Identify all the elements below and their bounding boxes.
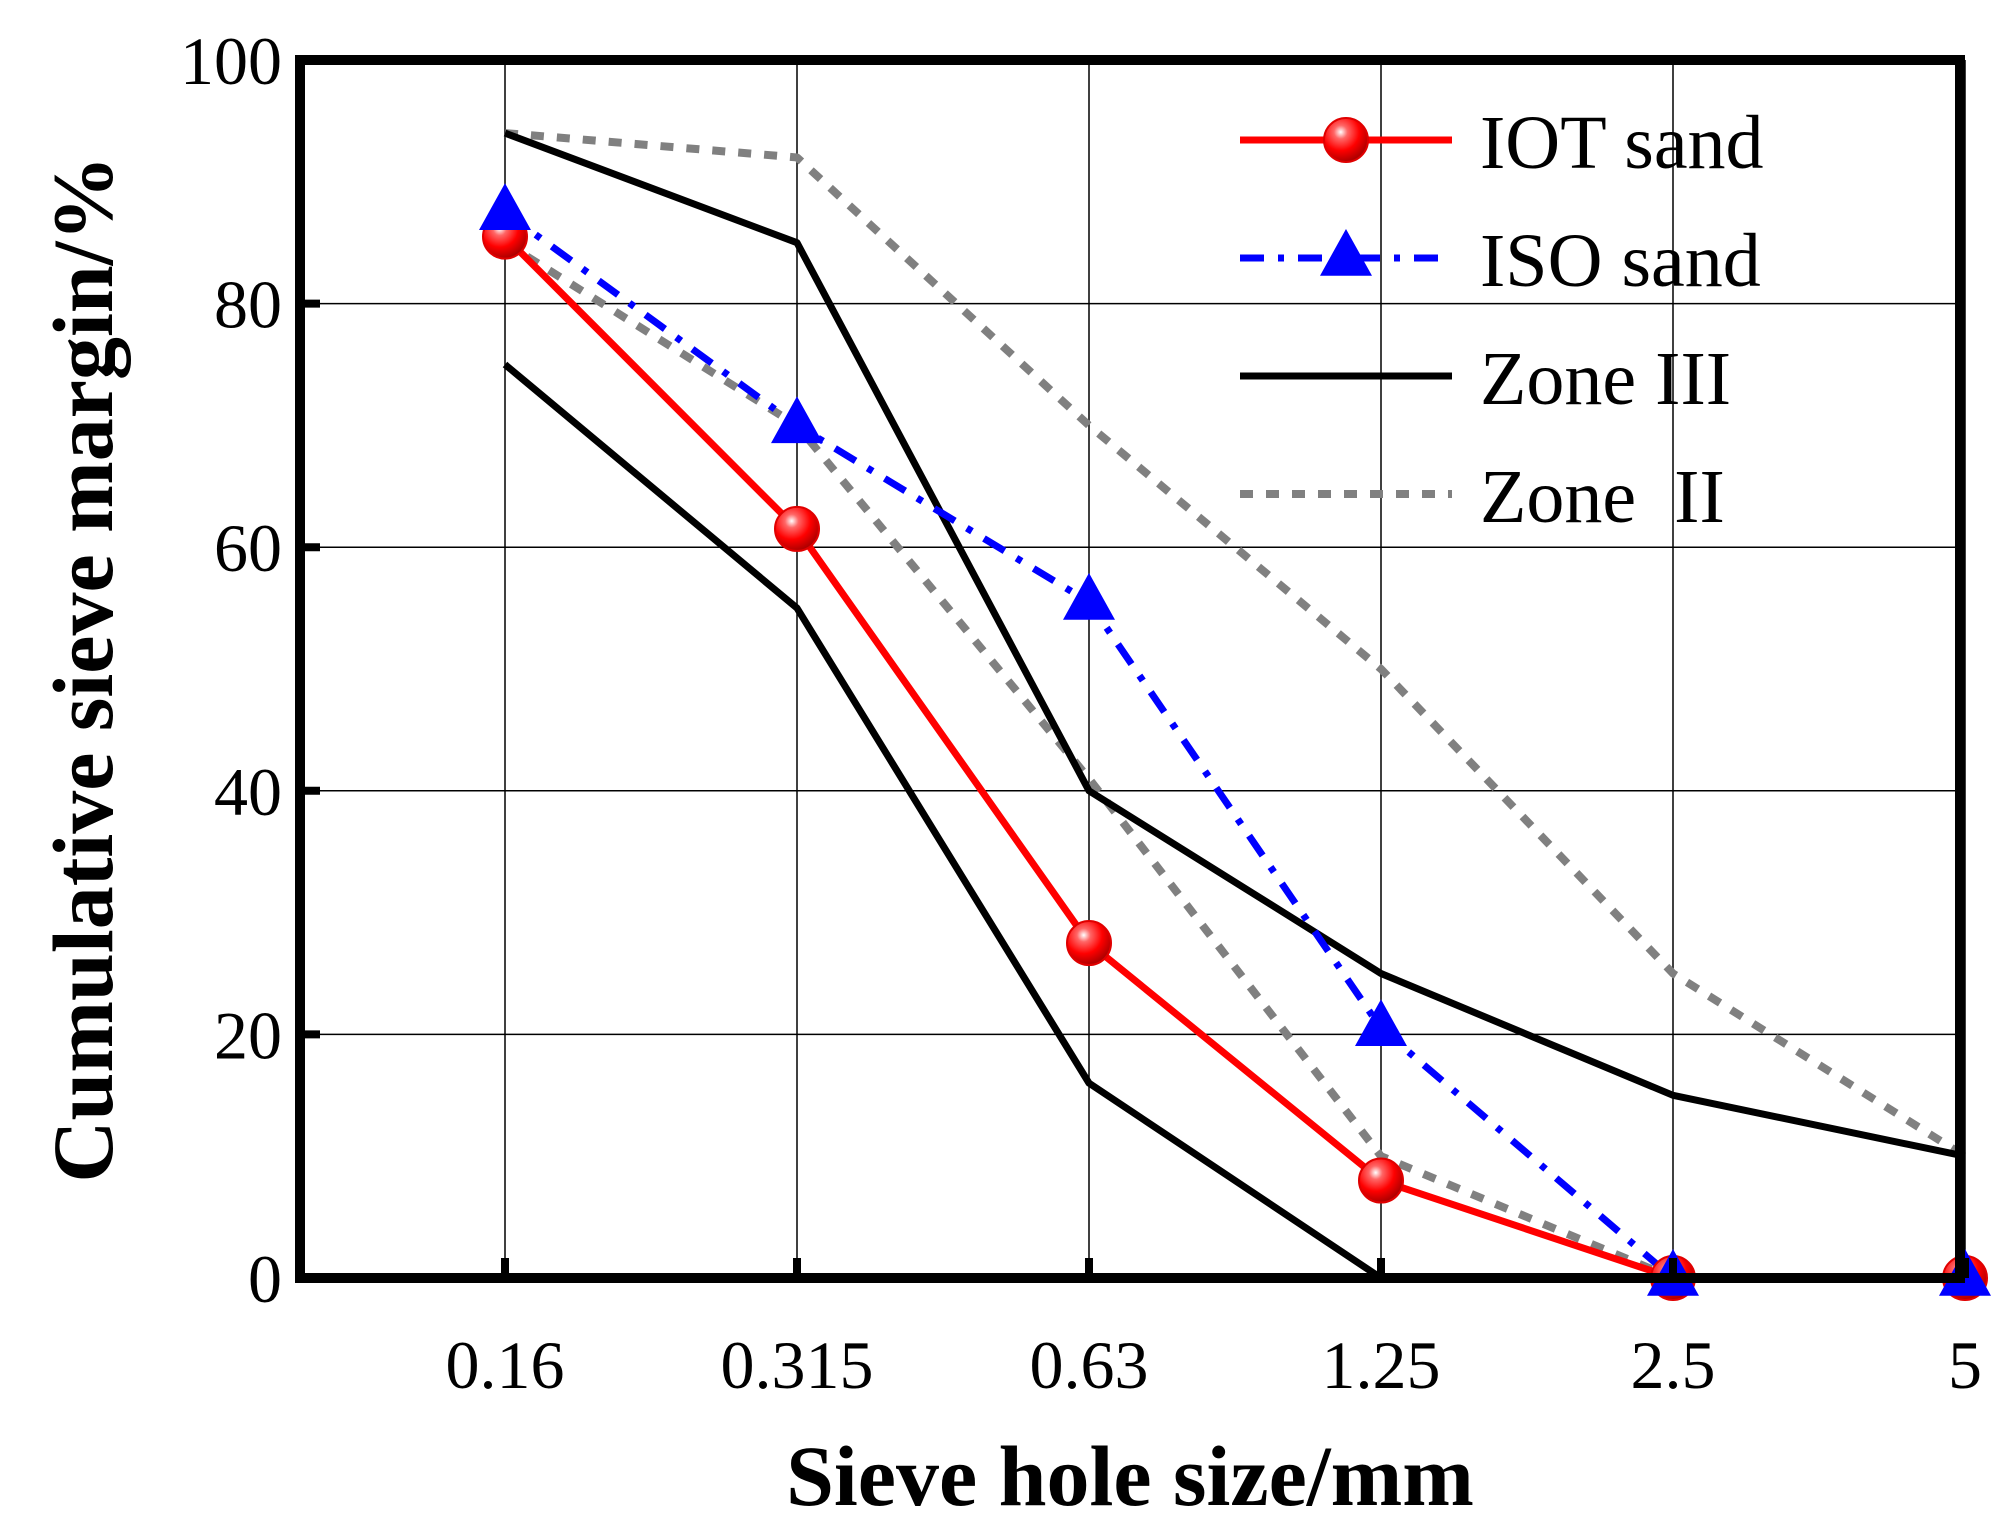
data-point-iot-sand bbox=[1358, 1157, 1404, 1204]
x-tick-label: 5 bbox=[1948, 1327, 1982, 1403]
data-point-iot-sand bbox=[774, 505, 820, 552]
y-tick-label: 100 bbox=[180, 23, 282, 99]
y-tick-label: 0 bbox=[248, 1241, 282, 1317]
series-line-iot-sand bbox=[502, 234, 1965, 1282]
legend-label-iso-sand: ISO sand bbox=[1480, 219, 1761, 303]
y-tick-label: 60 bbox=[214, 510, 282, 586]
x-axis-title: Sieve hole size/mm bbox=[786, 1428, 1474, 1524]
plot-frame bbox=[295, 55, 1965, 1283]
series-line-zone-ii-lower bbox=[502, 239, 1965, 1282]
data-point-iso-sand bbox=[1063, 572, 1115, 620]
series-line-zone-ii bbox=[504, 129, 1968, 1160]
x-tick-label: 0.63 bbox=[1030, 1327, 1149, 1403]
data-point-iot-sand bbox=[1066, 920, 1112, 967]
data-point-iso-sand bbox=[1355, 999, 1407, 1047]
x-tick-label: 2.5 bbox=[1631, 1327, 1716, 1403]
legend-marker-iso-sand bbox=[1320, 228, 1372, 276]
legend-marker-iot-sand bbox=[1323, 117, 1369, 163]
y-tick-label: 40 bbox=[214, 754, 282, 830]
x-tick-label: 1.25 bbox=[1322, 1327, 1441, 1403]
series-line-iso-sand bbox=[502, 209, 1965, 1282]
x-tick-label: 0.16 bbox=[446, 1327, 565, 1403]
legend-label-zone-ii: Zone II bbox=[1480, 455, 1725, 539]
legend: IOT sand ISO sand Zone III Zone II bbox=[1240, 101, 1764, 539]
x-tick-label: 0.315 bbox=[721, 1327, 874, 1403]
data-point-iso-sand bbox=[479, 183, 531, 230]
series-line-zone-iii-lower bbox=[502, 361, 1383, 1281]
y-tick-label: 20 bbox=[214, 997, 282, 1073]
data-point-iso-sand bbox=[771, 396, 823, 444]
series-layer bbox=[479, 129, 1991, 1301]
legend-label-zone-iii: Zone III bbox=[1480, 337, 1731, 421]
legend-label-iot-sand: IOT sand bbox=[1480, 101, 1764, 185]
y-axis-title: Cumulative sieve margin/% bbox=[35, 155, 131, 1182]
series-line-zone-iii bbox=[503, 129, 1966, 1160]
y-tick-label: 80 bbox=[214, 267, 282, 343]
ticks-layer: 0.16 0.315 0.63 1.25 2.5 5 0 20 40 60 80 100 bbox=[180, 23, 1982, 1403]
